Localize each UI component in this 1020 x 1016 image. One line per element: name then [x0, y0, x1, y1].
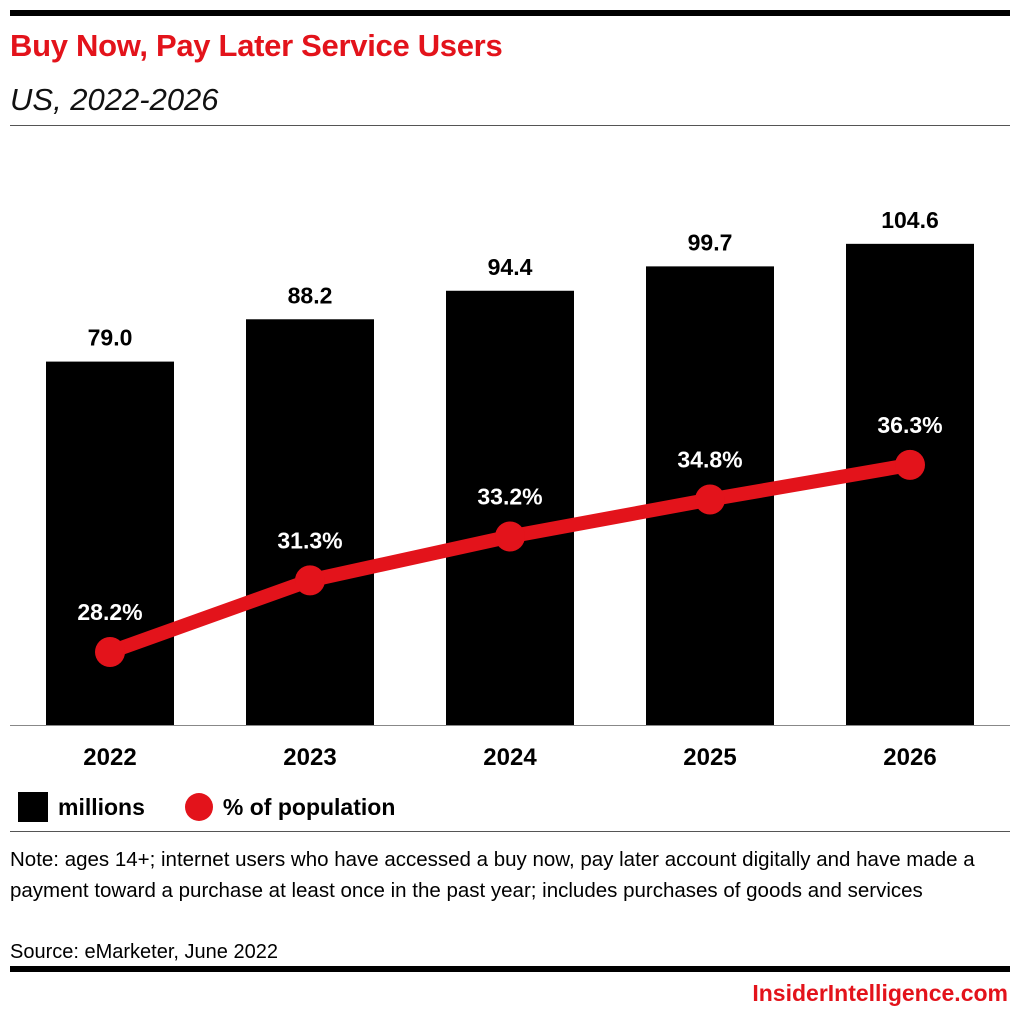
x-tick-label: 2025: [683, 744, 736, 771]
line-point: [95, 637, 125, 667]
x-tick-label: 2023: [283, 744, 336, 771]
legend-bar-swatch: [18, 792, 48, 822]
bar: [246, 319, 374, 725]
bar-value-label: 94.4: [488, 254, 533, 280]
legend-divider: [10, 831, 1010, 832]
line-point: [495, 521, 525, 552]
brand-logo: InsiderIntelligence.com: [752, 980, 1008, 1006]
x-tick-label: 2026: [883, 744, 936, 771]
bar-value-label: 88.2: [288, 282, 333, 308]
chart-title: Buy Now, Pay Later Service Users: [10, 28, 503, 63]
x-tick-label: 2022: [83, 744, 136, 771]
legend: millions % of population: [18, 792, 395, 822]
bar-value-label: 104.6: [881, 207, 939, 233]
header-divider: [10, 125, 1010, 126]
top-rule: [10, 10, 1010, 16]
bar-value-label: 79.0: [88, 325, 133, 351]
chart-canvas: 79.0 2022 88.2 2023 94.4 2024 99.7 2025 104.6 202…: [10, 207, 1010, 771]
legend-line-swatch: [184, 793, 213, 821]
line-value-label: 34.8%: [677, 447, 742, 473]
bar: [46, 361, 174, 725]
line-point: [895, 449, 925, 480]
legend-line-label: % of population: [222, 793, 396, 820]
line-value-label: 36.3%: [877, 412, 942, 438]
bar: [846, 243, 974, 725]
line-point: [695, 484, 725, 515]
chart-subtitle: US, 2022-2026: [10, 82, 219, 117]
bar-value-label: 99.7: [688, 229, 733, 255]
chart-source: Source: eMarketer, June 2022: [10, 941, 278, 963]
legend-bar-label: millions: [58, 793, 145, 820]
line-value-label: 31.3%: [277, 527, 342, 553]
x-tick-label: 2024: [483, 744, 537, 771]
bar: [446, 290, 574, 725]
line-value-label: 33.2%: [477, 484, 542, 510]
line-value-label: 28.2%: [77, 599, 142, 625]
line-point: [295, 565, 325, 596]
bottom-rule: [10, 966, 1010, 972]
chart-note: Note: ages 14+; internet users who have …: [10, 848, 975, 902]
